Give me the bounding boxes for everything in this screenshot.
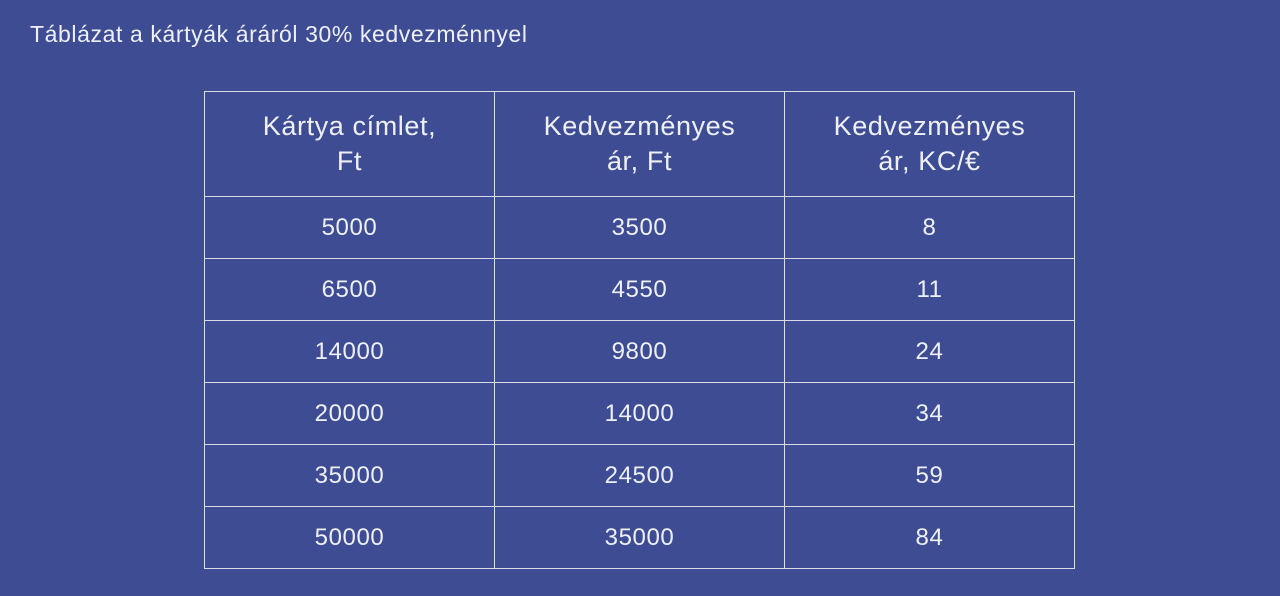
header-line: Ft: [336, 146, 363, 176]
table-row: 20000 14000 34: [204, 382, 1075, 445]
table-row: 35000 24500 59: [204, 444, 1075, 507]
cell-denomination: 6500: [204, 258, 495, 321]
cell-denomination: 20000: [204, 382, 495, 445]
cell-discount-ft: 35000: [494, 506, 785, 569]
table-row: 50000 35000 84: [204, 506, 1075, 569]
cell-discount-kc-eur: 84: [784, 506, 1075, 569]
cell-discount-ft: 24500: [494, 444, 785, 507]
cell-discount-kc-eur: 11: [784, 258, 1075, 321]
cell-denomination: 50000: [204, 506, 495, 569]
cell-discount-kc-eur: 34: [784, 382, 1075, 445]
cell-denomination: 5000: [204, 196, 495, 259]
table-header-row: Kártya címlet, Ft Kedvezményes ár, Ft Ke…: [204, 91, 1075, 197]
cell-discount-kc-eur: 24: [784, 320, 1075, 383]
header-line: Kedvezményes: [543, 110, 736, 141]
header-line: Kedvezményes: [833, 110, 1026, 141]
page-title: Táblázat a kártyák áráról 30% kedvezménn…: [30, 21, 528, 47]
price-table: Kártya címlet, Ft Kedvezményes ár, Ft Ke…: [204, 91, 1075, 569]
cell-discount-kc-eur: 8: [784, 196, 1075, 259]
header-cell-discount-price-ft: Kedvezményes ár, Ft: [494, 91, 785, 197]
cell-discount-kc-eur: 59: [784, 444, 1075, 507]
header-line: Kártya címlet,: [262, 110, 437, 141]
header-line: ár, Ft: [606, 146, 673, 176]
header-line: ár, KC/€: [878, 146, 981, 176]
cell-denomination: 14000: [204, 320, 495, 383]
cell-discount-ft: 9800: [494, 320, 785, 383]
table-row: 5000 3500 8: [204, 196, 1075, 259]
table-row: 6500 4550 11: [204, 258, 1075, 321]
header-cell-denomination: Kártya címlet, Ft: [204, 91, 495, 197]
cell-discount-ft: 14000: [494, 382, 785, 445]
cell-discount-ft: 4550: [494, 258, 785, 321]
cell-denomination: 35000: [204, 444, 495, 507]
table-row: 14000 9800 24: [204, 320, 1075, 383]
header-cell-discount-price-kc-eur: Kedvezményes ár, KC/€: [784, 91, 1075, 197]
cell-discount-ft: 3500: [494, 196, 785, 259]
